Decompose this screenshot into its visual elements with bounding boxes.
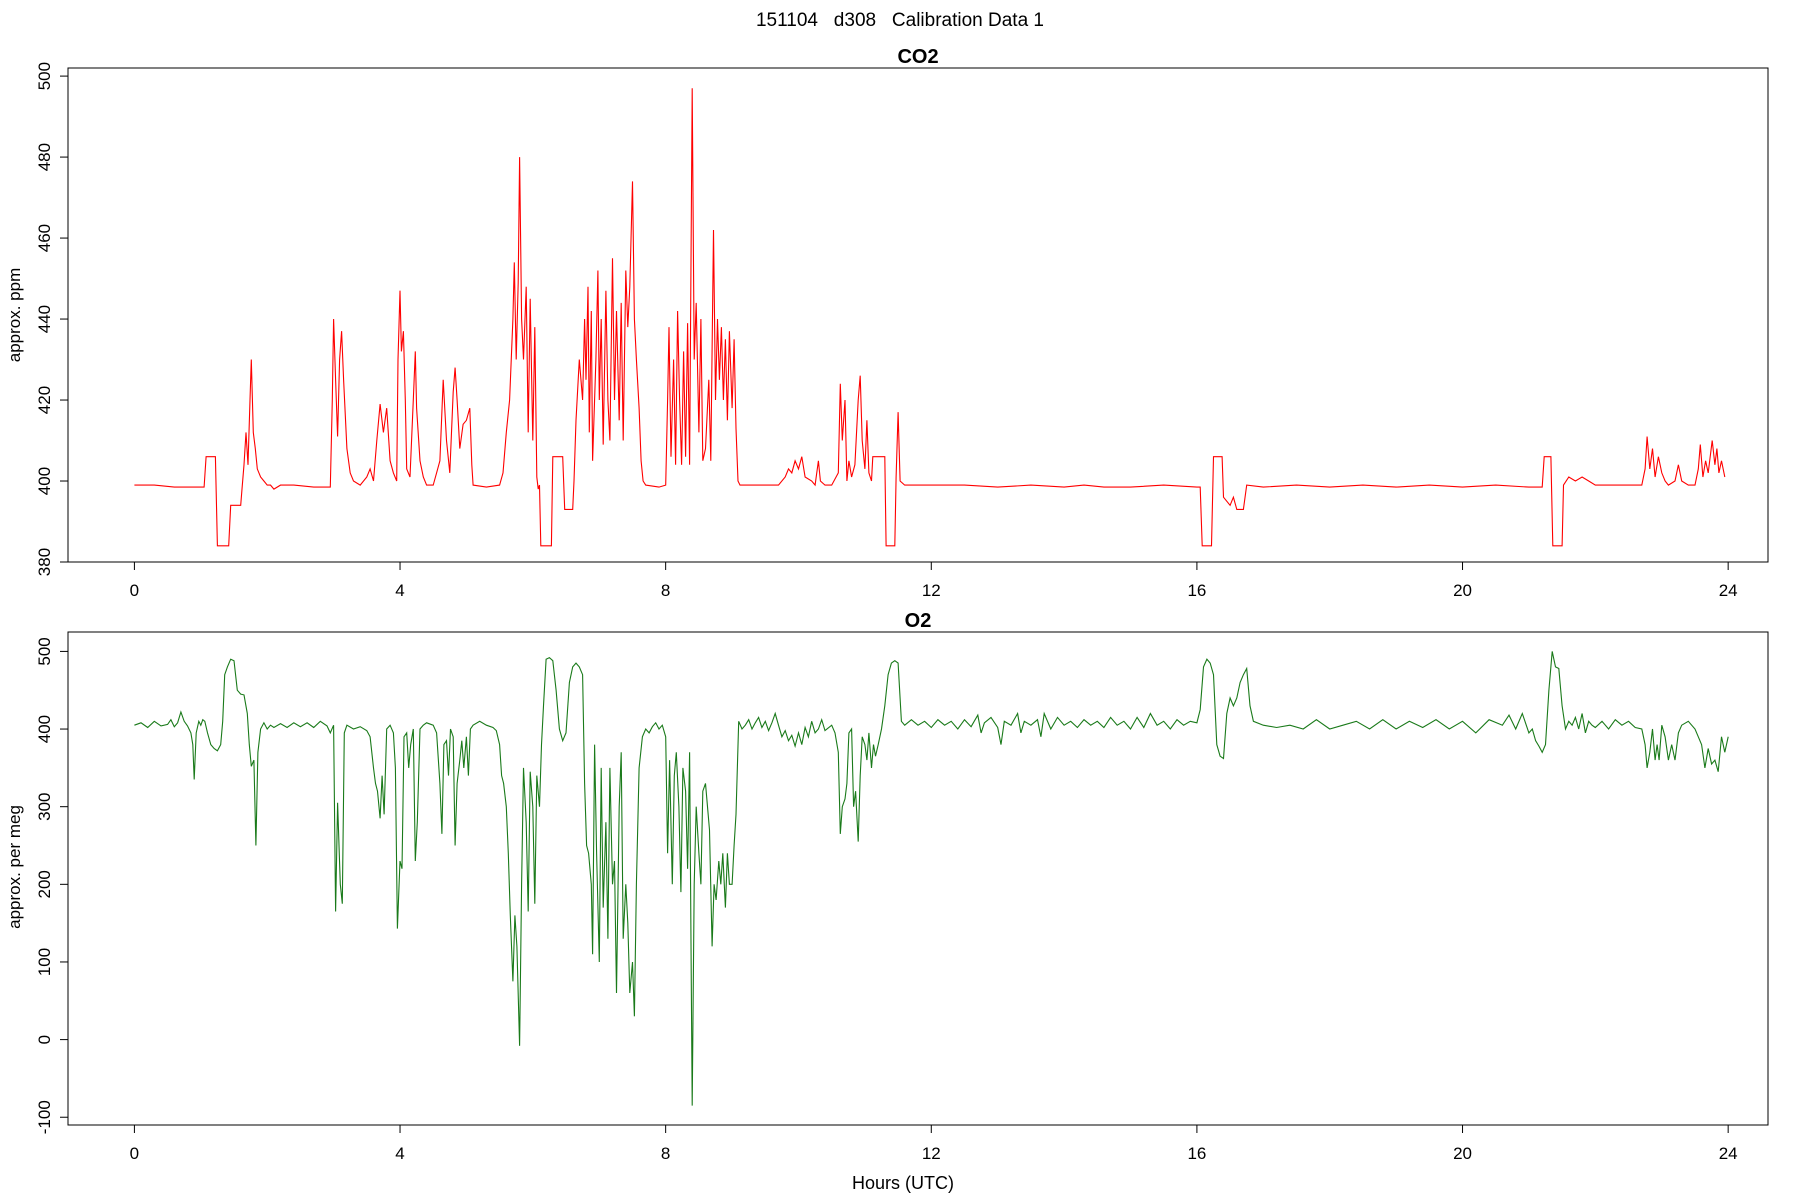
- y-tick-label: 100: [35, 948, 54, 976]
- o2-y-axis-label: approx. per meg: [5, 805, 24, 929]
- y-tick-label: 460: [35, 224, 54, 252]
- co2-y-axis-label: approx. ppm: [5, 268, 24, 363]
- x-tick-label: 12: [922, 581, 941, 600]
- y-tick-label: 440: [35, 305, 54, 333]
- y-tick-label: 0: [35, 1035, 54, 1044]
- x-tick-label: 12: [922, 1144, 941, 1163]
- co2-series-line: [134, 88, 1726, 547]
- co2-panel-title: CO2: [897, 46, 938, 68]
- figure-title: 151104 d308 Calibration Data 1: [755, 10, 1044, 31]
- o2-x-ticks: 0 4 8 12 16 20 24: [130, 1125, 1738, 1163]
- x-tick-label: 20: [1453, 581, 1472, 600]
- y-tick-label: 420: [35, 386, 54, 414]
- o2-x-axis-label: Hours (UTC): [852, 1173, 954, 1193]
- x-tick-label: 16: [1187, 1144, 1206, 1163]
- y-tick-label: 200: [35, 870, 54, 898]
- co2-x-ticks: 0 4 8 12 16 20 24: [130, 562, 1738, 600]
- x-tick-label: 16: [1187, 581, 1206, 600]
- co2-y-ticks: 380 400 420 440 460 480 500: [35, 62, 68, 576]
- y-tick-label: 300: [35, 792, 54, 820]
- y-tick-label: 480: [35, 143, 54, 171]
- x-tick-label: 24: [1719, 1144, 1738, 1163]
- o2-panel-title: O2: [905, 610, 932, 632]
- y-tick-label: 400: [35, 467, 54, 495]
- x-tick-label: 24: [1719, 581, 1738, 600]
- y-tick-label: 380: [35, 548, 54, 576]
- y-tick-label: -100: [35, 1100, 54, 1134]
- co2-plot-frame: [67, 67, 1769, 563]
- o2-series-line: [134, 651, 1729, 1106]
- x-tick-label: 0: [130, 581, 139, 600]
- x-tick-label: 0: [130, 1144, 139, 1163]
- y-tick-label: 400: [35, 715, 54, 743]
- o2-y-ticks: -100 0 100 200 300 400 500: [35, 637, 68, 1134]
- o2-panel: O2 approx. per meg Hours (UTC) 0 4 8 12 16 20…: [5, 610, 1769, 1193]
- x-tick-label: 8: [661, 1144, 670, 1163]
- x-tick-label: 4: [395, 581, 404, 600]
- x-tick-label: 20: [1453, 1144, 1472, 1163]
- co2-panel: CO2 approx. ppm 0 4 8 12 16 20 24 380 400 420 440…: [5, 46, 1769, 600]
- x-tick-label: 8: [661, 581, 670, 600]
- x-tick-label: 4: [395, 1144, 404, 1163]
- y-tick-label: 500: [35, 62, 54, 90]
- o2-plot-frame: [67, 631, 1769, 1126]
- y-tick-label: 500: [35, 637, 54, 665]
